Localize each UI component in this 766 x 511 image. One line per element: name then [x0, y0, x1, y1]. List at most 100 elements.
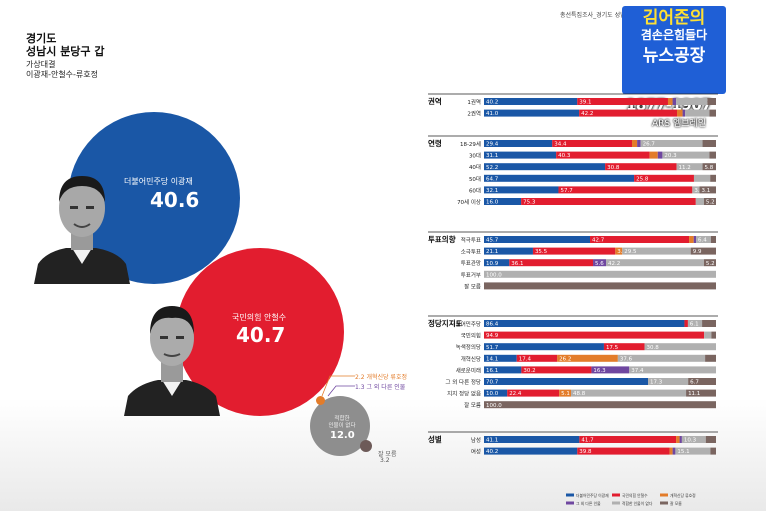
bar-segment	[484, 236, 591, 243]
bar-segment	[692, 186, 700, 194]
bar-segment	[484, 331, 705, 339]
bar-value-label: 36.1	[511, 261, 523, 267]
bar-value-label: 17.4	[519, 356, 532, 362]
bar-segment	[606, 259, 704, 267]
bar-value-label: 31.1	[486, 153, 498, 159]
bar-value-label: 70.7	[486, 380, 499, 386]
bar-value-label: 41.0	[486, 111, 499, 117]
bar-segment	[484, 343, 604, 351]
bar-value-label: 100.0	[486, 272, 502, 278]
bar-segment	[622, 247, 691, 255]
bar-segment	[682, 109, 686, 117]
row-label: 50대	[469, 175, 481, 183]
bar-value-label: 75.3	[523, 200, 536, 206]
bar-segment	[702, 163, 716, 171]
bar-segment	[648, 378, 689, 385]
bar-segment	[552, 140, 633, 147]
bar-value-label: 16.0	[486, 200, 499, 206]
bar-segment	[687, 320, 703, 327]
bar-segment	[681, 436, 706, 443]
bar-segment	[689, 236, 694, 243]
bar-value-label: 17.5	[606, 345, 619, 351]
bar-segment	[558, 186, 693, 194]
bar-segment	[657, 151, 663, 159]
bar-value-label: 41.1	[486, 438, 498, 444]
ahn-percent: 40.7	[236, 323, 286, 347]
bar-segment	[703, 259, 716, 267]
bar-value-label: 10.0	[486, 391, 499, 397]
bar-value-label: 10.3	[684, 438, 697, 444]
bar-segment	[484, 163, 606, 171]
group-title: 성별	[428, 434, 442, 444]
legend-label: 더불어민주당 이광재	[576, 493, 609, 498]
row-label: 개혁신당	[461, 355, 481, 363]
bar-segment	[685, 109, 710, 117]
bar-value-label: 17.3	[650, 380, 663, 386]
bar-segment	[705, 436, 716, 443]
group-title: 연령	[428, 138, 442, 148]
group-title: 정당지지도	[428, 318, 463, 328]
bar-segment	[707, 98, 716, 105]
row-label: 그 외 다른 정당	[445, 378, 481, 386]
bar-value-label: 37.6	[620, 356, 633, 362]
row-label: 투표관망	[461, 259, 481, 267]
bar-segment	[677, 109, 683, 117]
bar-segment	[591, 366, 630, 374]
bar-value-label: 57.7	[560, 188, 573, 194]
bar-value-label: 11.2	[679, 165, 691, 171]
bar-segment	[686, 389, 716, 397]
bar-segment	[484, 389, 508, 397]
bar-segment	[709, 151, 716, 159]
bar-segment	[709, 109, 716, 117]
bar-segment	[571, 389, 687, 397]
bar-value-label: 16.1	[486, 368, 498, 374]
legend-swatch	[660, 493, 668, 497]
bar-segment	[484, 320, 685, 327]
row-label: 40대	[469, 163, 481, 171]
bar-segment	[484, 140, 553, 147]
bar-value-label: 3.0	[617, 249, 626, 255]
ahn-portrait	[124, 306, 220, 416]
matchup-candidates: 이광재-안철수-류호정	[26, 70, 99, 79]
bar-value-label: 14.1	[486, 356, 498, 362]
bar-value-label: 6.7	[690, 380, 699, 386]
bar-value-label: 37.4	[631, 368, 644, 374]
bar-segment	[679, 436, 682, 443]
bar-segment	[484, 401, 716, 409]
bar-segment	[629, 366, 716, 374]
bar-segment	[634, 174, 694, 182]
lee-portrait	[34, 176, 130, 284]
bar-segment	[484, 151, 557, 159]
bar-value-label: 100.0	[486, 403, 502, 409]
news-factory-logo: 김어준의 겸손은힘들다 뉴스공장	[622, 6, 726, 94]
legend-swatch	[566, 493, 574, 497]
bar-value-label: 29.4	[486, 142, 499, 148]
row-label: 잘 모름	[464, 282, 481, 290]
bar-segment	[509, 259, 594, 267]
bar-value-label: 25.8	[636, 176, 649, 182]
bar-segment	[484, 447, 578, 455]
bar-value-label: 3.1	[694, 188, 703, 194]
legend-label: 그 외 다른 인물	[576, 501, 601, 506]
bar-segment	[605, 163, 677, 171]
bar-segment	[484, 270, 716, 278]
bar-value-label: 10.9	[486, 261, 499, 267]
no-candidate-value: 12.0	[330, 430, 355, 441]
bar-segment	[684, 320, 688, 327]
no-candidate-l2: 인물이 없다	[328, 423, 356, 429]
bar-value-label: 45.7	[486, 238, 499, 244]
bar-segment	[710, 236, 716, 243]
bar-segment	[556, 151, 650, 159]
row-label: 국민의힘	[461, 332, 481, 340]
bar-segment	[484, 174, 635, 182]
bar-segment	[632, 140, 638, 147]
ryu-bubble	[316, 396, 325, 405]
bar-segment	[579, 109, 678, 117]
bar-value-label: 39.1	[579, 100, 591, 106]
logo-line3: 뉴스공장	[642, 46, 706, 66]
bar-segment	[559, 389, 571, 397]
bar-segment	[516, 354, 558, 362]
bar-segment	[672, 98, 677, 105]
bar-segment	[710, 174, 716, 182]
